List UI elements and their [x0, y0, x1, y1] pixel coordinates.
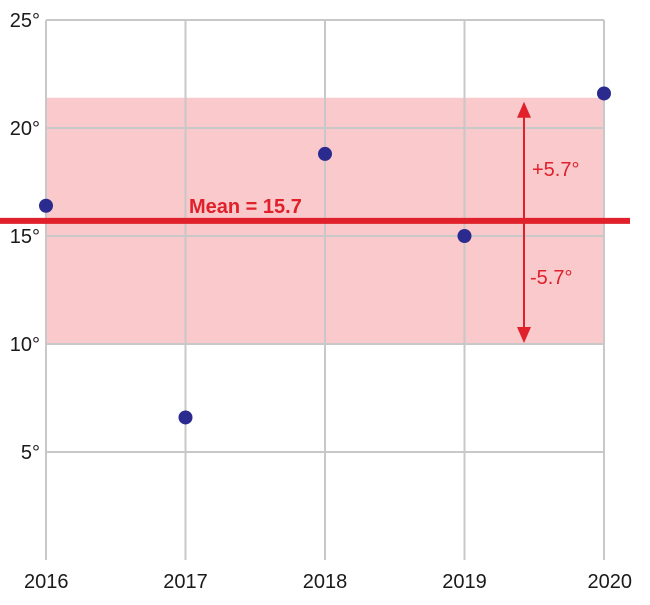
y-tick-label: 20° [10, 118, 40, 140]
data-point [39, 198, 53, 213]
band-arrow-head-up [517, 101, 531, 118]
x-tick-label: 2019 [442, 571, 487, 593]
label-layer: 5° 10° 15° 20° 25° 2016 2017 2018 2019 2020 Mean =… [10, 10, 632, 593]
data-point [318, 146, 332, 161]
mean-label: Mean = 15.7 [189, 196, 302, 218]
y-tick-label: 25° [10, 10, 40, 32]
x-tick-label: 2018 [303, 571, 348, 593]
mean-layer [0, 101, 630, 343]
y-tick-label: 10° [10, 334, 40, 356]
band-lower-label: -5.7° [530, 267, 572, 289]
point-layer [39, 86, 611, 425]
data-point [178, 410, 193, 425]
data-point [457, 229, 472, 243]
data-point [597, 86, 611, 101]
grid-layer [45, 19, 605, 560]
band-upper-label: +5.7° [532, 159, 579, 181]
x-tick-label: 2016 [24, 571, 69, 593]
x-tick-label: 2017 [163, 571, 208, 593]
y-tick-label: 15° [10, 226, 40, 248]
x-tick-label: 2020 [588, 571, 633, 593]
y-tick-label: 5° [21, 442, 40, 464]
band-arrow-head-down [517, 327, 531, 343]
